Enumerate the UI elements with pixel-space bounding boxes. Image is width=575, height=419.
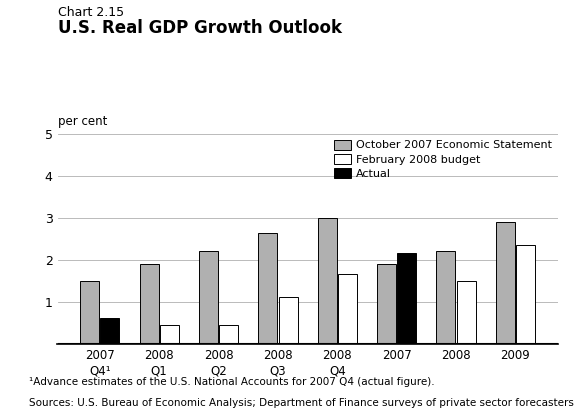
Bar bbox=[397, 253, 416, 344]
Text: Sources: U.S. Bureau of Economic Analysis; Department of Finance surveys of priv: Sources: U.S. Bureau of Economic Analysi… bbox=[29, 398, 575, 408]
Bar bbox=[377, 264, 396, 344]
Bar bbox=[199, 251, 218, 344]
Bar bbox=[436, 251, 455, 344]
Text: Chart 2.15: Chart 2.15 bbox=[58, 6, 124, 19]
Bar bbox=[338, 274, 357, 344]
Bar bbox=[160, 325, 179, 344]
Bar bbox=[258, 233, 277, 344]
Bar bbox=[496, 222, 515, 344]
Bar bbox=[140, 264, 159, 344]
Bar bbox=[81, 281, 99, 344]
Bar bbox=[278, 297, 297, 344]
Legend: October 2007 Economic Statement, February 2008 budget, Actual: October 2007 Economic Statement, Februar… bbox=[334, 140, 552, 178]
Bar bbox=[101, 318, 120, 344]
Text: ¹Advance estimates of the U.S. National Accounts for 2007 Q4 (actual figure).: ¹Advance estimates of the U.S. National … bbox=[29, 377, 434, 387]
Bar bbox=[457, 281, 476, 344]
Text: per cent: per cent bbox=[58, 115, 107, 128]
Bar bbox=[516, 245, 535, 344]
Bar bbox=[219, 325, 238, 344]
Text: U.S. Real GDP Growth Outlook: U.S. Real GDP Growth Outlook bbox=[58, 19, 342, 37]
Bar bbox=[318, 218, 337, 344]
